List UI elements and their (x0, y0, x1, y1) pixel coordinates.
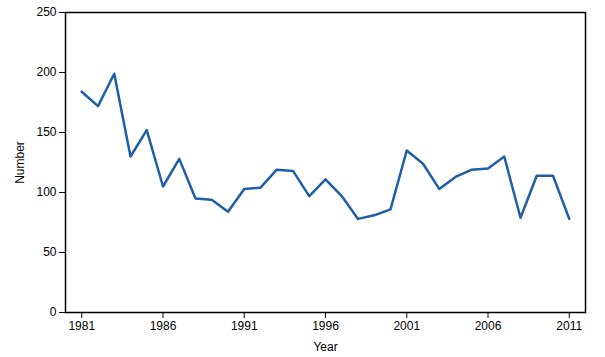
svg-text:1996: 1996 (312, 319, 339, 333)
svg-text:1981: 1981 (68, 319, 95, 333)
svg-text:50: 50 (43, 245, 57, 259)
svg-text:Number: Number (13, 141, 27, 184)
svg-text:2011: 2011 (556, 319, 582, 333)
svg-text:100: 100 (36, 185, 56, 199)
svg-text:2001: 2001 (393, 319, 420, 333)
svg-text:2006: 2006 (475, 319, 502, 333)
svg-text:200: 200 (36, 65, 56, 79)
svg-text:250: 250 (36, 5, 56, 19)
svg-text:Year: Year (313, 340, 337, 354)
svg-text:150: 150 (36, 125, 56, 139)
svg-text:0: 0 (50, 305, 57, 319)
svg-text:1991: 1991 (231, 319, 258, 333)
svg-text:1986: 1986 (150, 319, 177, 333)
